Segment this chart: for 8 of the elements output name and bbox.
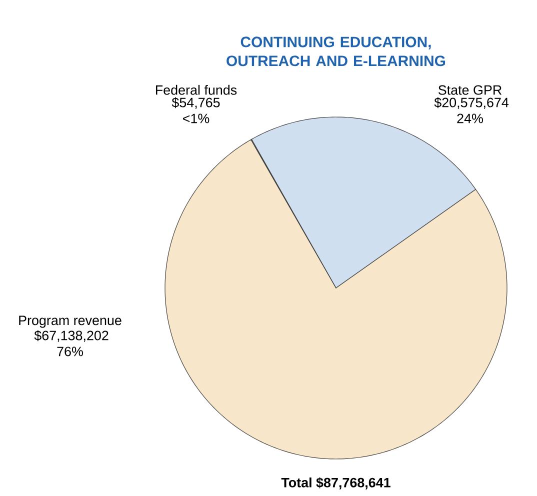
slice-label: Federal funds — [156, 84, 237, 95]
data-label: $67,138,202 76% — [34, 330, 108, 356]
data-label: $20,575,674 24% — [434, 97, 509, 124]
slice-label: State GPR — [438, 85, 502, 95]
text: Total $87,768,641 — [281, 477, 390, 490]
slice-label: Program revenue — [19, 316, 122, 328]
chart-title: CONTINUING EDUCATION, OUTREACH AND E-LEARNING — [226, 36, 446, 66]
data-label: $54,765 <1% — [172, 97, 220, 124]
